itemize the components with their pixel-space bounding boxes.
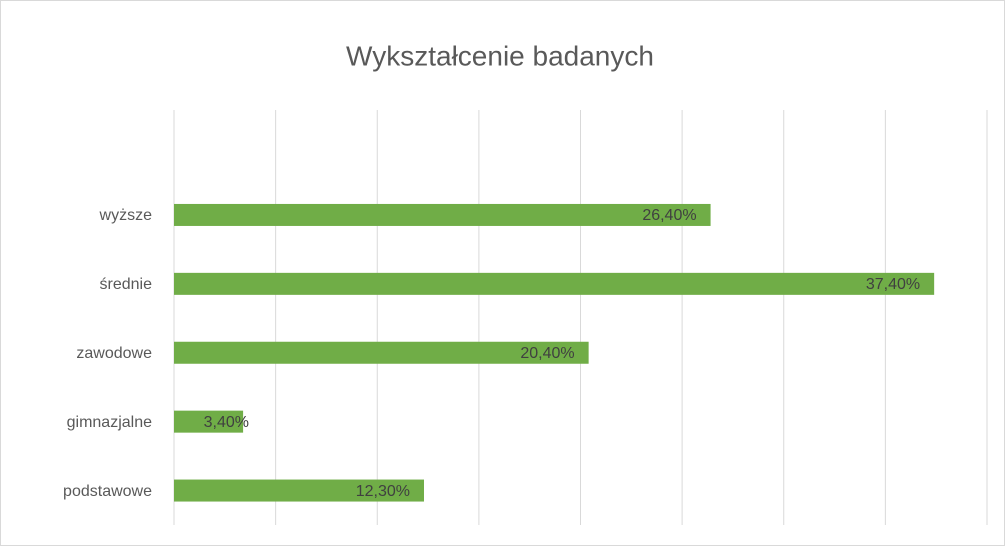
data-label: 37,40% — [866, 276, 920, 293]
data-label: 20,40% — [520, 345, 574, 362]
data-label: 12,30% — [356, 483, 410, 500]
y-tick-label: zawodowe — [76, 345, 152, 362]
y-tick-label: podstawowe — [63, 483, 152, 500]
bar — [174, 410, 244, 433]
data-label: 3,40% — [204, 414, 249, 431]
bar — [174, 203, 711, 226]
y-tick-label: gimnazjalne — [67, 414, 152, 431]
bar — [174, 479, 424, 502]
chart-title: Wykształcenie badanych — [346, 40, 654, 71]
data-label: 26,40% — [642, 207, 696, 224]
bar — [174, 272, 935, 295]
bar — [174, 341, 589, 364]
y-tick-label: wyższe — [99, 207, 153, 224]
y-tick-label: średnie — [100, 276, 153, 293]
